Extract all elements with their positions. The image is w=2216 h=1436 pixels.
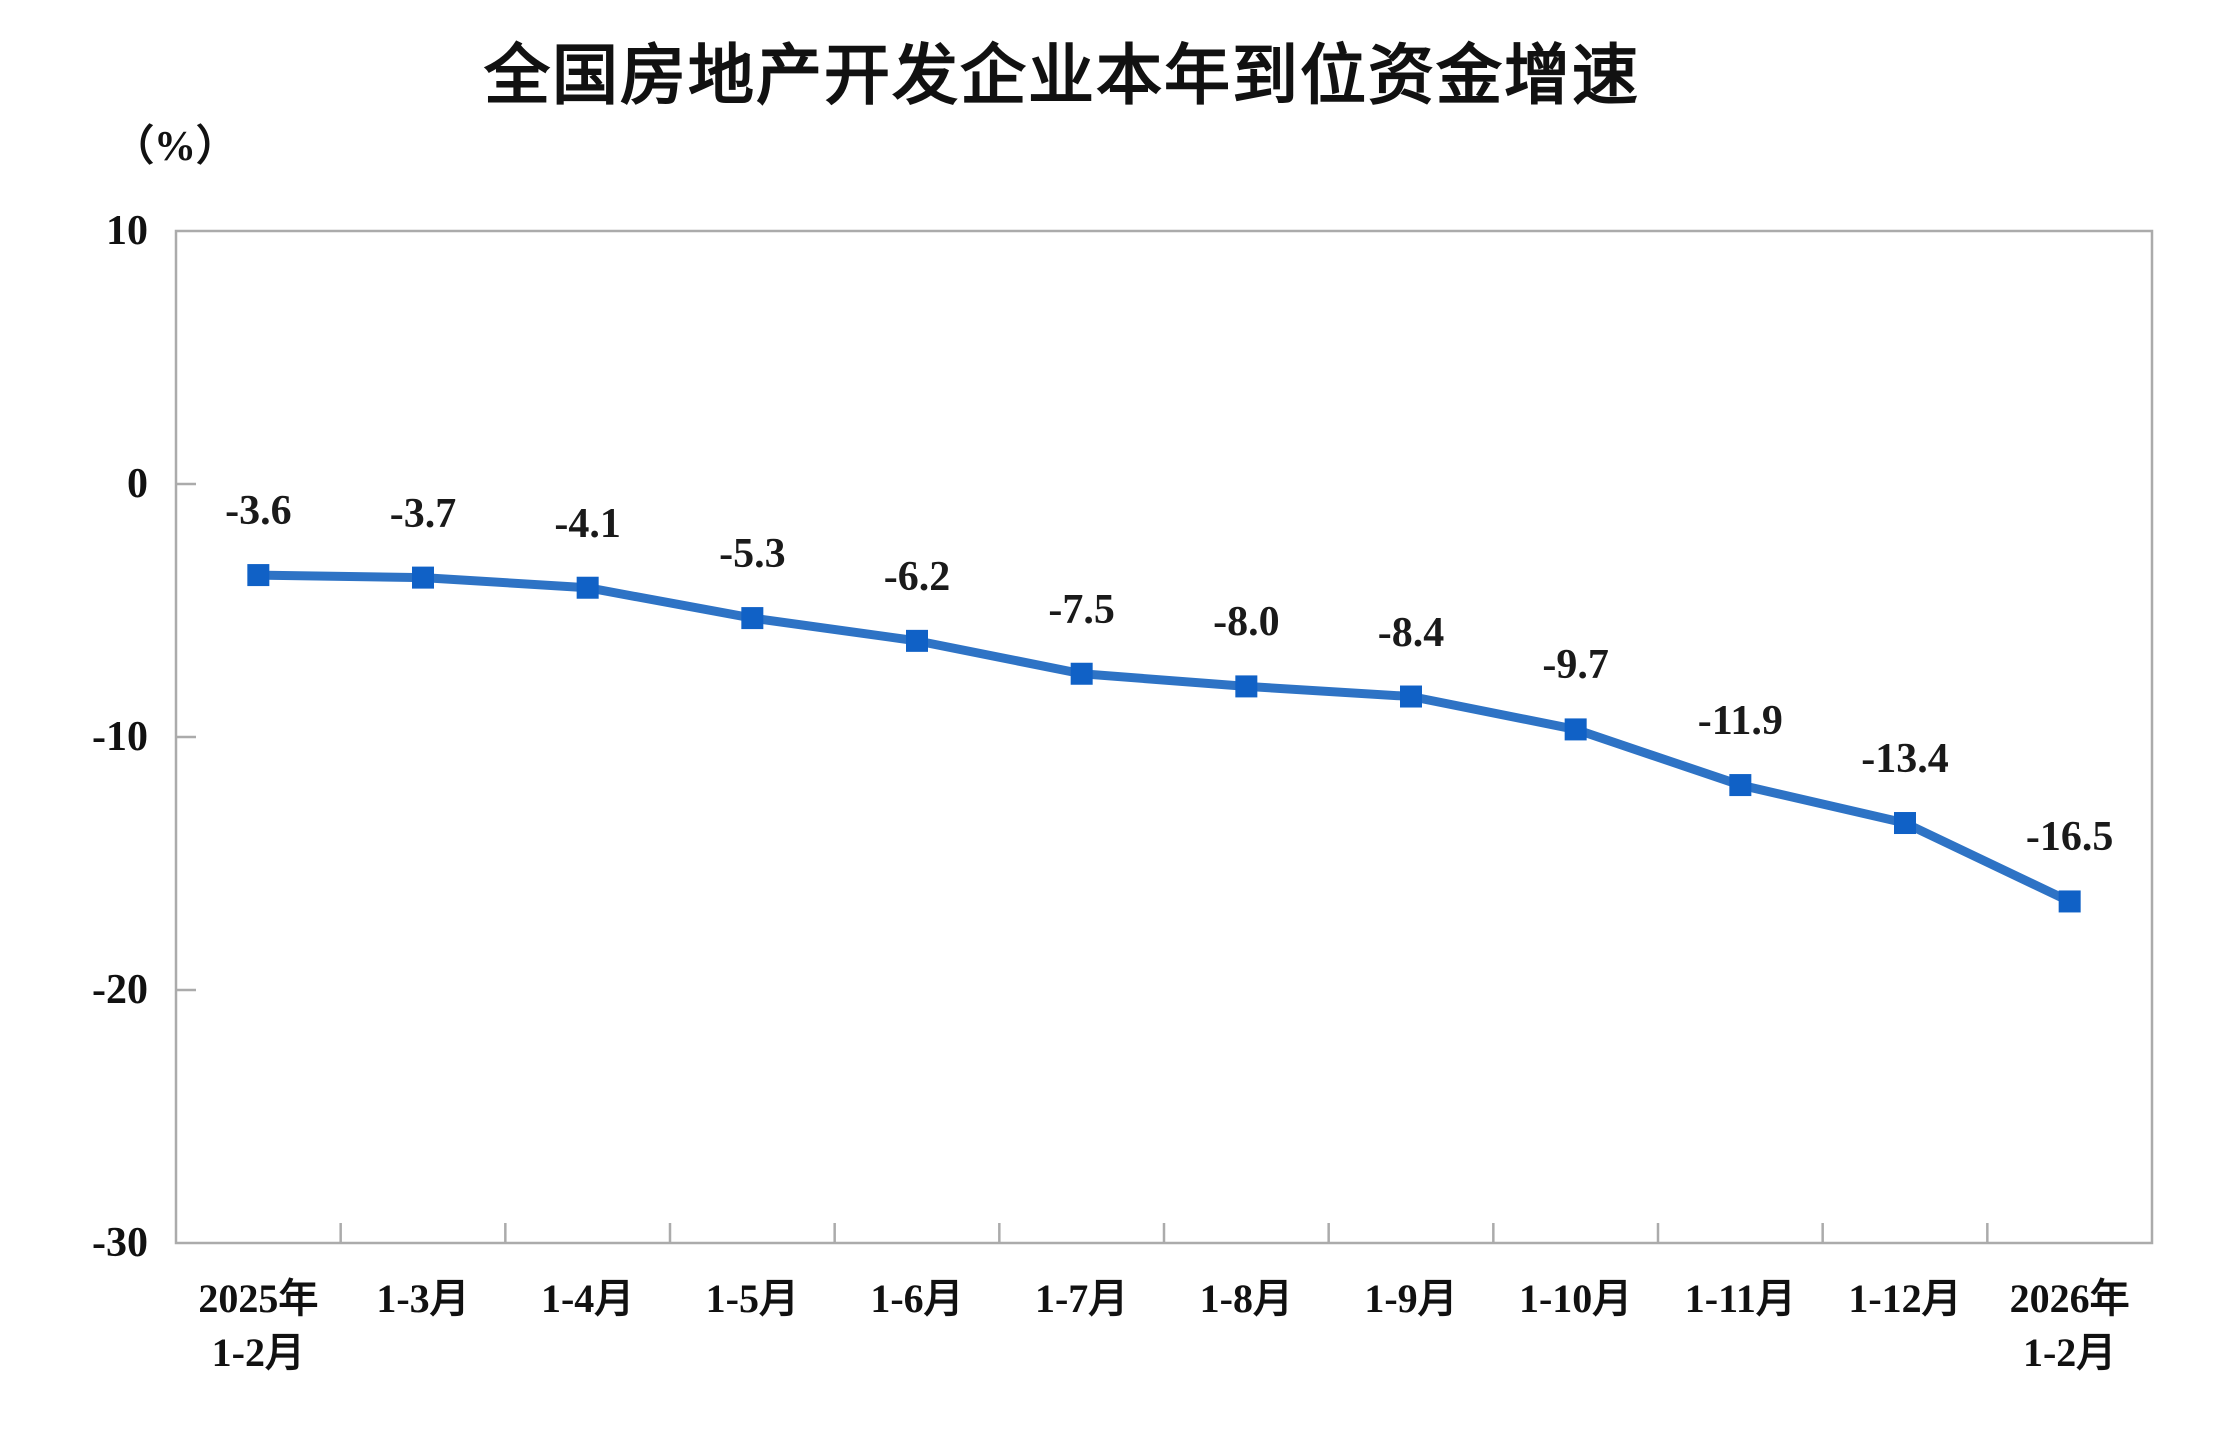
- x-axis-label-line: 2026年: [2009, 1276, 2130, 1321]
- x-axis-label-line: 1-12月: [1848, 1276, 1962, 1321]
- x-axis-label-line: 1-5月: [705, 1276, 799, 1321]
- data-point-label: -16.5: [2025, 814, 2114, 861]
- x-axis-category-label: 1-3月: [293, 1272, 553, 1326]
- data-point-marker: [1400, 685, 1422, 708]
- x-axis-category-label: 1-6月: [787, 1272, 1047, 1326]
- data-point-label: -7.5: [1048, 586, 1115, 633]
- data-point-label: -5.3: [719, 531, 786, 578]
- data-point-marker: [576, 576, 599, 599]
- x-axis-category-label: 1-11月: [1610, 1272, 1870, 1326]
- data-point-label: -6.2: [883, 553, 951, 600]
- x-axis-label-line: 2025年: [198, 1276, 319, 1321]
- x-axis-category-label: 1-4月: [458, 1272, 718, 1326]
- chart-title: 全国房地产开发企业本年到位资金增速: [484, 38, 1640, 112]
- data-point-marker: [412, 566, 434, 589]
- x-axis-category-label: 1-8月: [1116, 1272, 1376, 1326]
- x-axis-label-line: 1-4月: [540, 1276, 635, 1321]
- data-point-label: -9.7: [1542, 642, 1609, 689]
- x-axis-label-line: 1-3月: [376, 1276, 470, 1321]
- data-point-label: -8.4: [1377, 609, 1445, 656]
- y-axis-tick-label: -10: [92, 714, 148, 760]
- y-axis-tick-label: 0: [127, 461, 148, 507]
- x-axis-label-line: 1-2月: [211, 1330, 305, 1375]
- x-axis-label-line: 1-2月: [2022, 1330, 2117, 1375]
- y-axis-tick-label: -20: [92, 967, 148, 1013]
- y-axis-tick-label: -30: [92, 1220, 148, 1266]
- data-point-marker: [1894, 812, 1916, 835]
- data-point-marker: [247, 564, 270, 587]
- series-line: [253, 570, 2075, 906]
- x-axis-label-line: 1-11月: [1684, 1276, 1796, 1321]
- x-axis-label-line: 1-8月: [1199, 1276, 1293, 1321]
- data-point-label: -4.1: [554, 500, 621, 547]
- x-axis-label-line: 1-10月: [1518, 1276, 1633, 1321]
- x-axis-category-label: 1-10月: [1446, 1272, 1706, 1326]
- data-point-label: -13.4: [1861, 736, 1949, 783]
- x-axis-category-label: 2026年 1-2月: [1940, 1272, 2200, 1380]
- data-point-marker: [2058, 890, 2081, 913]
- data-point-marker: [1070, 662, 1093, 685]
- data-point-label: -3.6: [225, 488, 292, 535]
- data-point-marker: [906, 629, 928, 652]
- x-axis-category-label: 1-5月: [622, 1272, 882, 1326]
- x-axis-label-line: 1-9月: [1364, 1276, 1458, 1321]
- data-point-marker: [1729, 774, 1752, 797]
- data-point-label: -8.0: [1213, 599, 1280, 646]
- data-point-label: -3.7: [389, 490, 457, 537]
- x-axis-category-label: 1-12月: [1775, 1272, 2035, 1326]
- x-axis-category-label: 1-7月: [952, 1272, 1212, 1326]
- data-point-label: -11.9: [1697, 698, 1783, 745]
- x-axis-category-label: 2025年 1-2月: [128, 1272, 388, 1380]
- x-axis-category-label: 1-9月: [1281, 1272, 1541, 1326]
- data-point-marker: [1564, 718, 1587, 741]
- y-axis-unit-label: （%）: [112, 124, 239, 170]
- data-point-marker: [1235, 675, 1258, 698]
- y-axis-tick-label: 10: [106, 208, 148, 254]
- x-axis-label-line: 1-7月: [1034, 1276, 1129, 1321]
- data-point-marker: [741, 607, 764, 630]
- x-axis-label-line: 1-6月: [870, 1276, 964, 1321]
